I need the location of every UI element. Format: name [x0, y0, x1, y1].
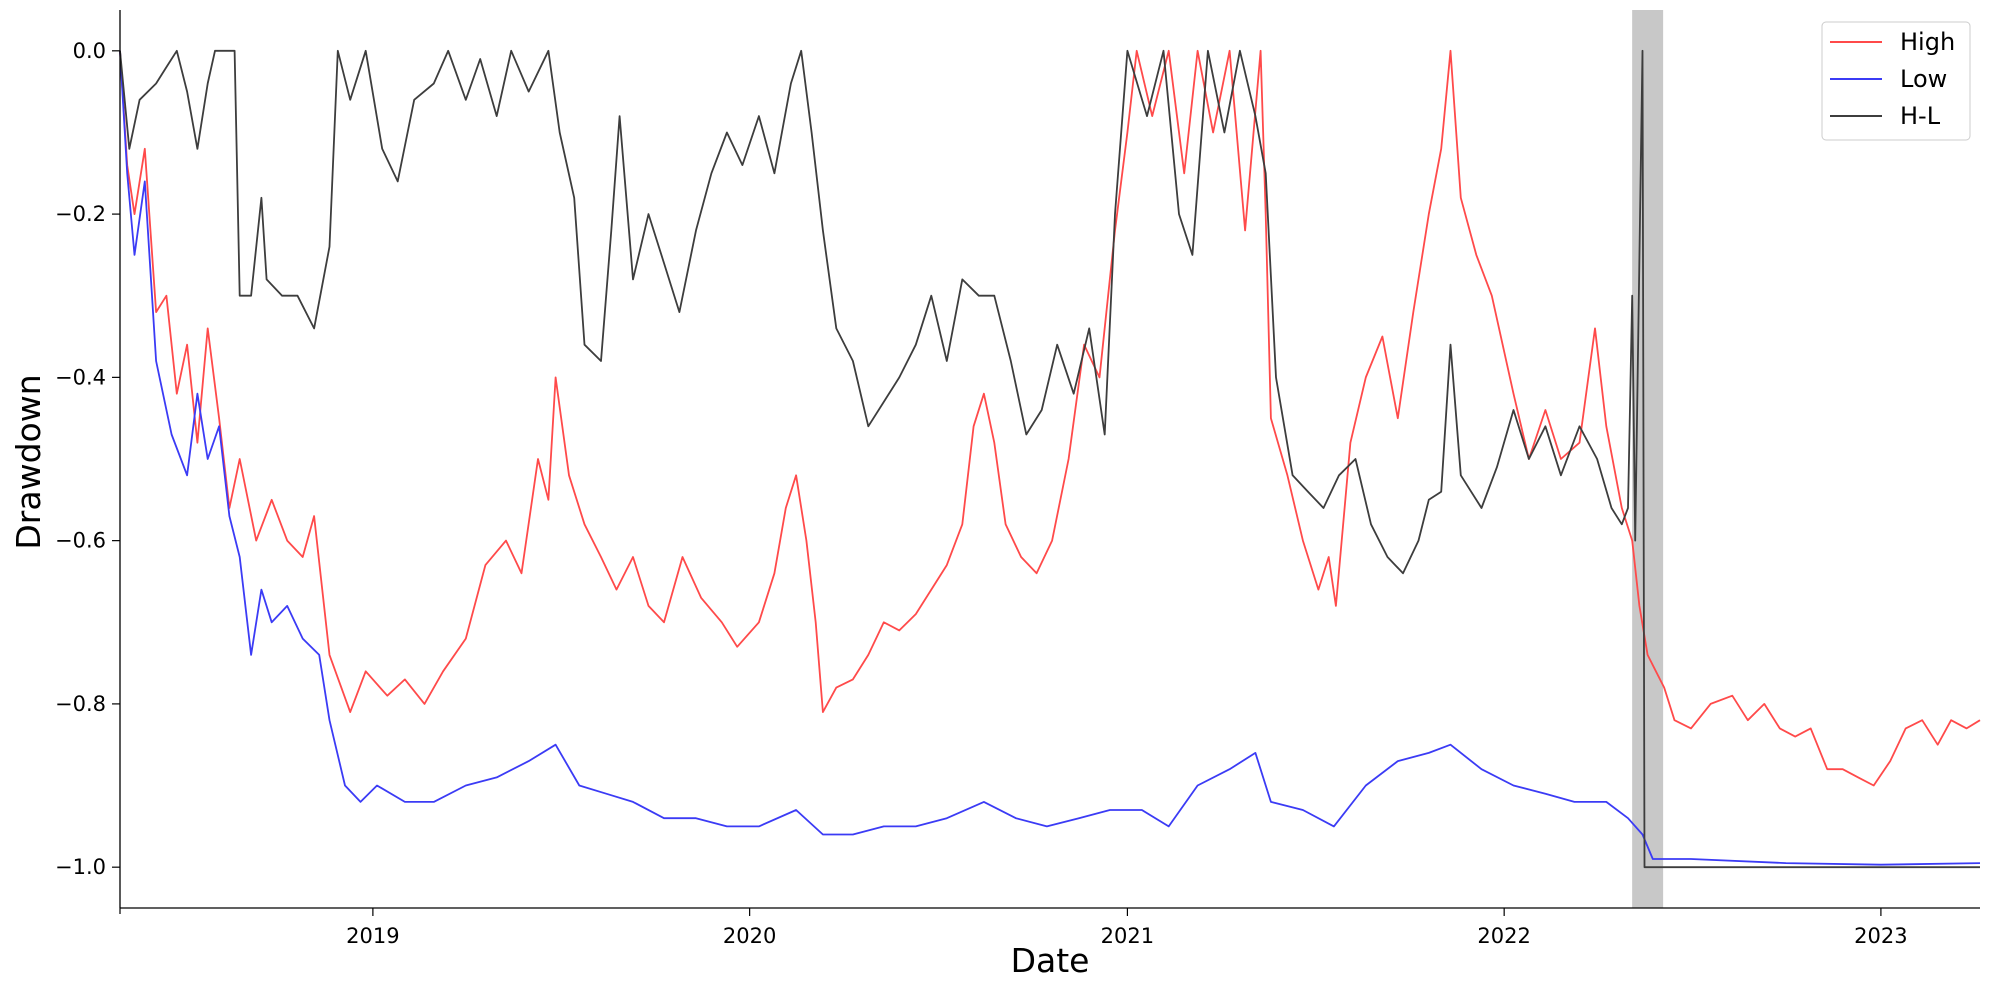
- series-line-high: [119, 49, 1981, 787]
- y-tick-label: −0.2: [55, 202, 106, 226]
- legend-frame: [1821, 21, 1971, 141]
- y-tick-label: 0.0: [73, 39, 106, 63]
- series-line-low: [119, 50, 1981, 866]
- y-axis-title: Drawdown: [9, 374, 48, 549]
- x-tick-label: 2019: [346, 924, 399, 948]
- y-tick-label: −1.0: [55, 855, 106, 879]
- x-axis-title: Date: [1011, 941, 1090, 980]
- y-tick-label: −0.4: [55, 365, 106, 389]
- series-layer: [119, 49, 1981, 869]
- x-ticks: 2019 2020 2021 2022 2023: [119, 908, 1908, 948]
- axes: [119, 10, 1980, 909]
- legend-label: High: [1900, 28, 1955, 56]
- x-tick-label: 2023: [1854, 924, 1907, 948]
- legend-label: H-L: [1900, 102, 1941, 130]
- x-tick-label: 2021: [1101, 924, 1154, 948]
- y-tick-label: −0.6: [55, 529, 106, 553]
- legend-items: High Low H-L: [1830, 28, 1955, 130]
- series-line-h-l: [119, 49, 1980, 869]
- legend-label: Low: [1900, 65, 1947, 93]
- y-ticks: 0.0 −0.2 −0.4 −0.6 −0.8 −1.0: [55, 39, 120, 879]
- legend: High Low H-L: [1821, 21, 1971, 141]
- x-tick-label: 2020: [723, 924, 776, 948]
- x-tick-label: 2022: [1477, 924, 1530, 948]
- y-tick-label: −0.8: [55, 692, 106, 716]
